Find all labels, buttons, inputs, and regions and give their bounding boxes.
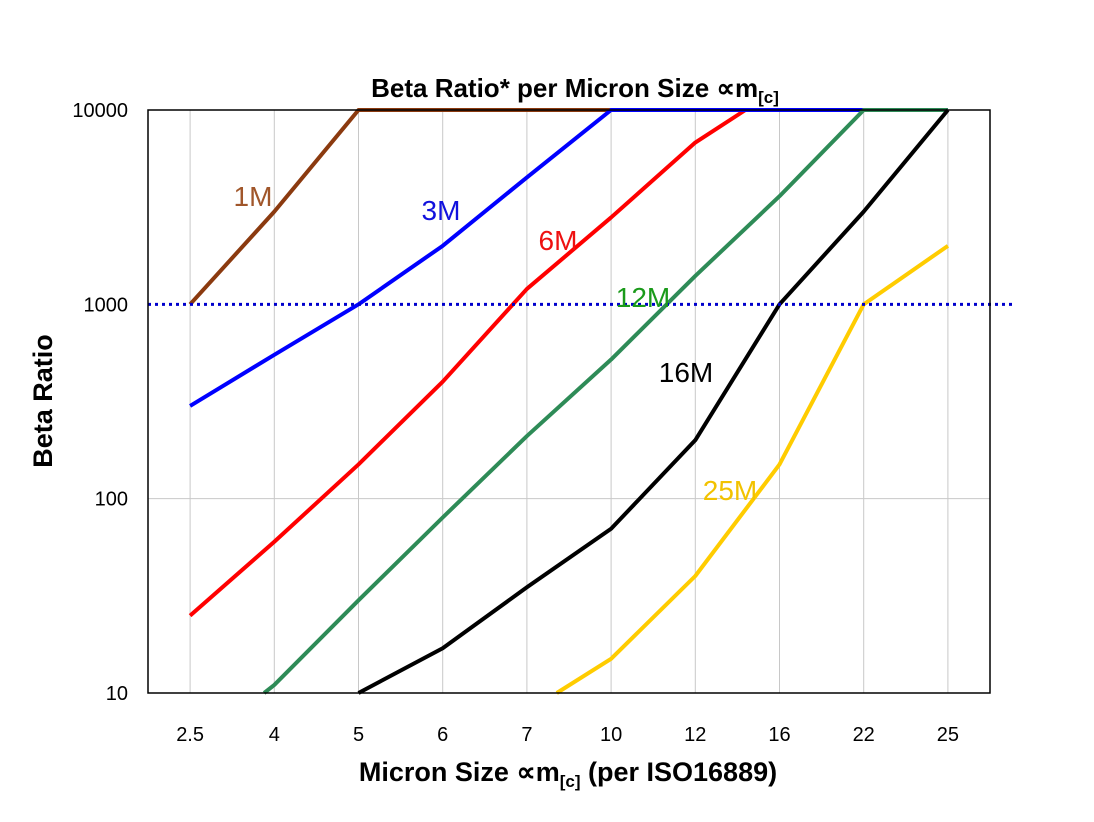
chart-title: Beta Ratio* per Micron Size ∝m[c] (371, 73, 779, 107)
x-tick-label: 4 (269, 724, 280, 746)
x-tick-label: 22 (853, 724, 875, 746)
series-line-16M (357, 108, 950, 695)
y-tick-label: 10000 (72, 100, 128, 122)
series-line-12M (262, 108, 948, 695)
y-tick-label: 1000 (84, 294, 129, 316)
series-label-3M: 3M (422, 195, 461, 226)
grid (148, 109, 990, 694)
series-label-25M: 25M (703, 475, 757, 506)
series-label-1M: 1M (234, 181, 273, 212)
x-tick-label: 2.5 (176, 724, 204, 746)
x-tick-label: 7 (521, 724, 532, 746)
plot-border (147, 109, 991, 694)
series-label-6M: 6M (539, 225, 578, 256)
x-tick-label: 25 (937, 724, 959, 746)
y-axis-ticks: 10 100 1000 10000 (72, 100, 128, 705)
series-label-16M: 16M (659, 357, 713, 388)
x-tick-label: 12 (684, 724, 706, 746)
x-tick-label: 10 (600, 724, 622, 746)
series-line-25M (555, 244, 950, 695)
x-tick-label: 6 (437, 724, 448, 746)
series-label-12M: 12M (616, 282, 670, 313)
y-axis-label: Beta Ratio (28, 334, 58, 468)
x-tick-label: 16 (768, 724, 790, 746)
series-labels: 1M 6M 3M 12M 16M 25M (234, 181, 758, 506)
y-tick-label: 100 (95, 489, 128, 511)
y-tick-label: 10 (106, 683, 128, 705)
series-lines (188, 108, 950, 695)
x-axis-ticks: 2.5 4 5 6 7 10 12 16 22 25 (176, 724, 959, 746)
x-tick-label: 5 (353, 724, 364, 746)
x-axis-label: Micron Size ∝m[c] (per ISO16889) (359, 757, 777, 791)
